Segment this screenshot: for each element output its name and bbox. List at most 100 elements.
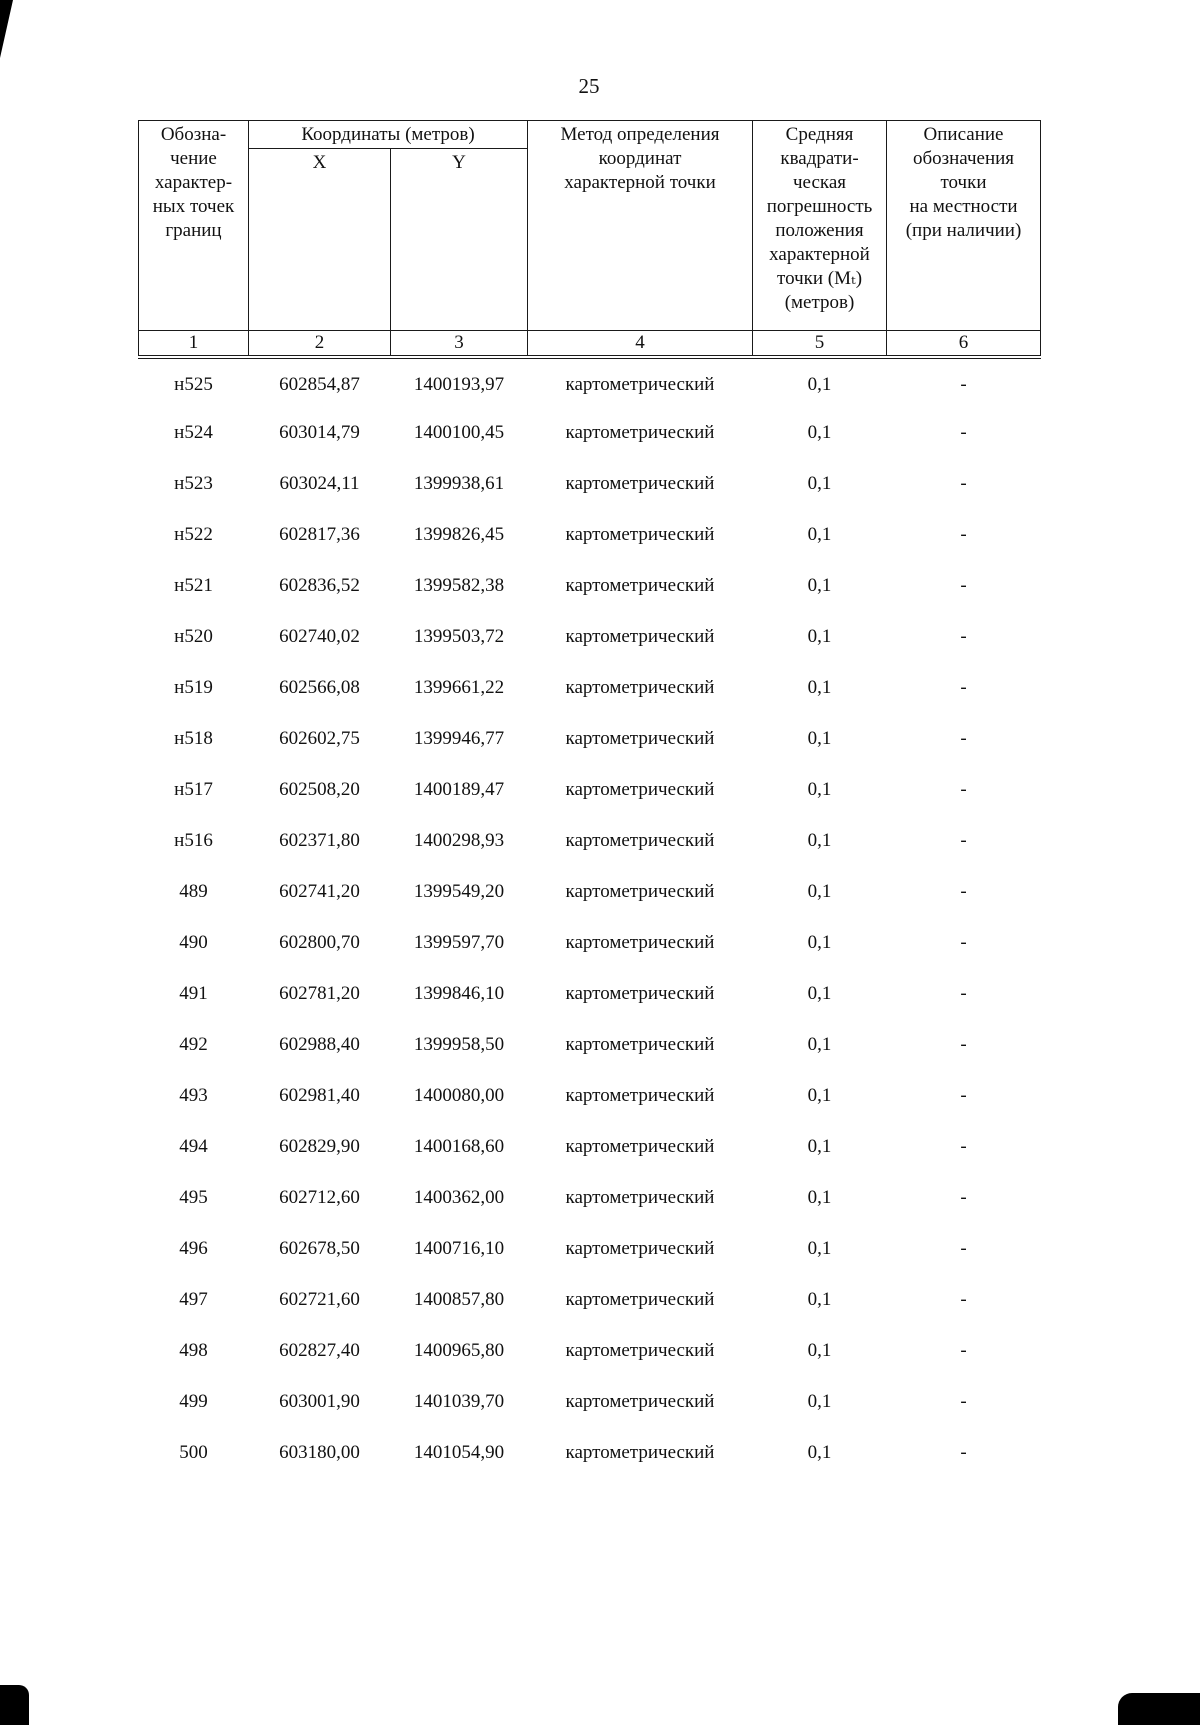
y-coordinate-cell: 1400100,45	[413, 422, 505, 443]
description-cell: -	[960, 374, 967, 395]
coordinates-table: Обозна- чение характер- ных точек границ…	[138, 120, 1042, 1479]
method-cell: картометрический	[565, 1340, 715, 1361]
x-coordinate-cell: 602981,40	[279, 1085, 360, 1106]
method-cell: картометрический	[565, 830, 715, 851]
y-coordinate-cell: 1400193,97	[413, 374, 505, 395]
y-coordinate-cell: 1399938,61	[413, 473, 505, 494]
method-cell: картометрический	[565, 1238, 715, 1259]
error-cell: 0,1	[807, 677, 832, 698]
y-coordinate-cell: 1401054,90	[413, 1442, 505, 1463]
y-coordinate-cell: 1399661,22	[413, 677, 505, 698]
description-cell: -	[960, 1340, 967, 1361]
table-row: 498 602827,40 1400965,80 картометрически…	[139, 1326, 1041, 1377]
table-row: 492 602988,40 1399958,50 картометрически…	[139, 1020, 1041, 1071]
header-point-label: Обозна- чение характер- ных точек границ	[138, 120, 249, 331]
point-id-cell: н522	[174, 524, 213, 545]
error-cell: 0,1	[807, 1034, 832, 1055]
point-id-cell: 495	[179, 1187, 208, 1208]
x-coordinate-cell: 602800,70	[279, 932, 360, 953]
point-id-cell: 490	[179, 932, 208, 953]
error-cell: 0,1	[807, 1187, 832, 1208]
description-cell: -	[960, 779, 967, 800]
method-cell: картометрический	[565, 473, 715, 494]
point-id-cell: 496	[179, 1238, 208, 1259]
point-id-cell: 498	[179, 1340, 208, 1361]
error-cell: 0,1	[807, 374, 832, 395]
point-id-cell: 500	[179, 1442, 208, 1463]
description-cell: -	[960, 626, 967, 647]
table-row: 496 602678,50 1400716,10 картометрически…	[139, 1224, 1041, 1275]
table-row: 494 602829,90 1400168,60 картометрически…	[139, 1122, 1041, 1173]
method-cell: картометрический	[565, 728, 715, 749]
description-cell: -	[960, 1187, 967, 1208]
method-cell: картометрический	[565, 422, 715, 443]
table-row: н523 603024,11 1399938,61 картометрическ…	[139, 459, 1041, 510]
description-cell: -	[960, 1136, 967, 1157]
error-cell: 0,1	[807, 1136, 832, 1157]
header-error: Средняя квадрати- ческая погрешность пол…	[752, 120, 888, 331]
method-cell: картометрический	[565, 1391, 715, 1412]
error-cell: 0,1	[807, 932, 832, 953]
table-body: н525 602854,87 1400193,97 картометрическ…	[139, 357, 1041, 1479]
page-number: 25	[578, 74, 600, 98]
header-y: Y	[389, 148, 529, 331]
x-coordinate-cell: 602741,20	[279, 881, 360, 902]
table-row: 489 602741,20 1399549,20 картометрически…	[139, 867, 1041, 918]
error-cell: 0,1	[807, 473, 832, 494]
error-cell: 0,1	[807, 1289, 832, 1310]
description-cell: -	[960, 422, 967, 443]
error-cell: 0,1	[807, 575, 832, 596]
description-cell: -	[960, 473, 967, 494]
x-coordinate-cell: 602721,60	[279, 1289, 360, 1310]
table-row: н521 602836,52 1399582,38 картометрическ…	[139, 561, 1041, 612]
description-cell: -	[960, 1289, 967, 1310]
method-cell: картометрический	[565, 575, 715, 596]
y-coordinate-cell: 1401039,70	[413, 1391, 505, 1412]
point-id-cell: 493	[179, 1085, 208, 1106]
x-coordinate-cell: 602827,40	[279, 1340, 360, 1361]
x-coordinate-cell: 603014,79	[279, 422, 360, 443]
column-number: 4	[527, 330, 754, 359]
error-cell: 0,1	[807, 1442, 832, 1463]
description-cell: -	[960, 524, 967, 545]
method-cell: картометрический	[565, 626, 715, 647]
description-cell: -	[960, 1238, 967, 1259]
x-coordinate-cell: 602508,20	[279, 779, 360, 800]
y-coordinate-cell: 1399503,72	[413, 626, 505, 647]
column-number: 6	[886, 330, 1042, 359]
description-cell: -	[960, 1085, 967, 1106]
method-cell: картометрический	[565, 881, 715, 902]
description-cell: -	[960, 728, 967, 749]
table-row: н519 602566,08 1399661,22 картометрическ…	[139, 663, 1041, 714]
method-cell: картометрический	[565, 983, 715, 1004]
y-coordinate-cell: 1400965,80	[413, 1340, 505, 1361]
y-coordinate-cell: 1400189,47	[413, 779, 505, 800]
table-row: н517 602508,20 1400189,47 картометрическ…	[139, 765, 1041, 816]
point-id-cell: 489	[179, 881, 208, 902]
error-cell: 0,1	[807, 1340, 832, 1361]
point-id-cell: 492	[179, 1034, 208, 1055]
y-coordinate-cell: 1400362,00	[413, 1187, 505, 1208]
point-id-cell: н516	[174, 830, 213, 851]
method-cell: картометрический	[565, 1034, 715, 1055]
y-coordinate-cell: 1399958,50	[413, 1034, 505, 1055]
scan-artifact-top-left	[0, 0, 13, 58]
description-cell: -	[960, 932, 967, 953]
x-coordinate-cell: 602836,52	[279, 575, 360, 596]
method-cell: картометрический	[565, 1289, 715, 1310]
table-row: 491 602781,20 1399846,10 картометрически…	[139, 969, 1041, 1020]
method-cell: картометрический	[565, 1085, 715, 1106]
y-coordinate-cell: 1399597,70	[413, 932, 505, 953]
error-cell: 0,1	[807, 728, 832, 749]
x-coordinate-cell: 602371,80	[279, 830, 360, 851]
column-number: 2	[248, 330, 391, 359]
column-number: 1	[138, 330, 249, 359]
scan-artifact-bottom-left	[0, 1685, 29, 1725]
column-number: 3	[389, 330, 529, 359]
y-coordinate-cell: 1399846,10	[413, 983, 505, 1004]
y-coordinate-cell: 1400716,10	[413, 1238, 505, 1259]
point-id-cell: н525	[174, 374, 213, 395]
table-row: н518 602602,75 1399946,77 картометрическ…	[139, 714, 1041, 765]
description-cell: -	[960, 1391, 967, 1412]
x-coordinate-cell: 602817,36	[279, 524, 360, 545]
